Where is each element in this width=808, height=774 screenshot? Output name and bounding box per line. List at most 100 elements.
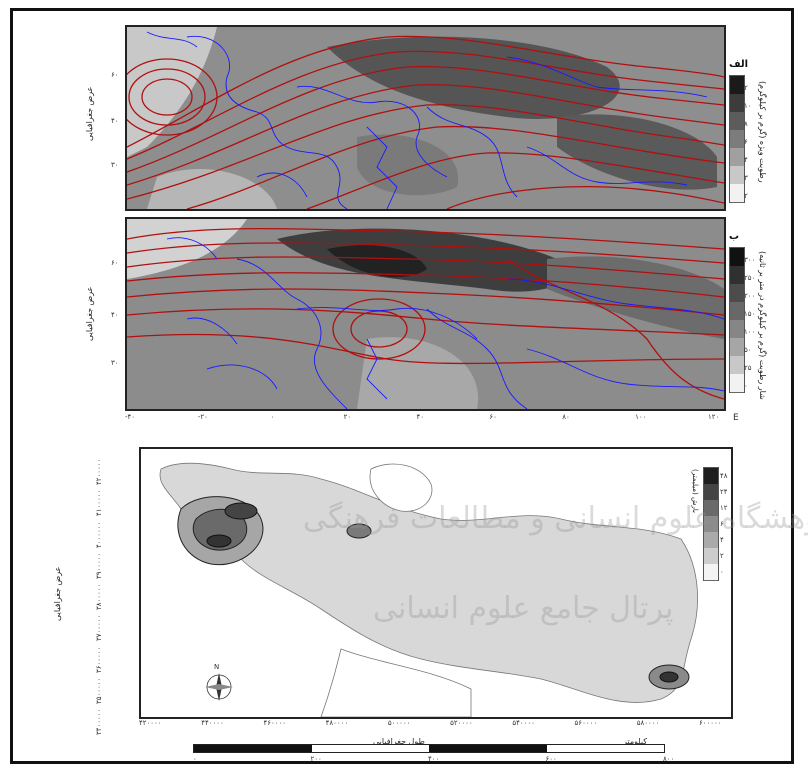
panel-b-tag: ب <box>729 231 740 242</box>
panel-c-x-axis-title: طول جغرافیایی <box>373 737 425 746</box>
panel-a-legend-label: ۸ <box>744 120 748 128</box>
nw-precip-contour-2 <box>192 508 248 551</box>
panel-c-y-tick-label: ۳۶۰۰۰۰۰ <box>95 646 103 673</box>
panel-c-legend-label: ۰ <box>720 568 724 576</box>
panel-a-legend-label: ۶ <box>744 138 748 146</box>
map-panel-c <box>139 447 733 719</box>
panel-b-x-suffix: E <box>733 413 739 423</box>
shade-dark-north <box>327 36 620 119</box>
scale-bar-label: ۶۰۰ <box>545 755 557 763</box>
shade-light-west <box>127 27 217 157</box>
panel-c-y-tick-label: ۴۲۰۰۰۰۰ <box>95 458 103 485</box>
panel-c-y-tick-label: ۳۷۰۰۰۰۰ <box>95 614 103 642</box>
north-precip-cell <box>346 523 372 539</box>
geopotential-contours-b <box>127 227 724 400</box>
country-borders-a <box>146 31 708 209</box>
panel-a-tag: الف <box>729 59 749 70</box>
panel-b-legend-label: ۰ <box>744 382 748 390</box>
panel-c-x-tick-label: ۴۲۰۰۰۰ <box>139 719 162 727</box>
map-b-canvas <box>127 219 724 409</box>
scale-bar-label: ۰ <box>193 755 197 763</box>
map-panel-a <box>125 25 726 211</box>
panel-b-legend-label: ۱۵۰ <box>744 310 756 318</box>
panel-b-x-tick-label: -۴۰ <box>125 413 136 421</box>
persian-gulf <box>320 648 472 717</box>
shade-dark-east <box>557 114 717 190</box>
panel-b-legend-label: ۲۵ <box>744 364 752 372</box>
panel-c-x-tick-label: ۵۸۰۰۰۰ <box>636 719 660 727</box>
panel-b-legend-label: ۱۰۰ <box>744 328 756 336</box>
panel-a-legend-label: ۳ <box>744 174 748 182</box>
country-borders-b <box>166 237 724 409</box>
panel-c-legend-label: ۴۸ <box>720 472 728 480</box>
panel-a-y-tick-1: ۶۰ <box>111 71 119 79</box>
nw-precip-core-2 <box>206 534 232 548</box>
panel-c-legend-label: ۱۲ <box>720 504 728 512</box>
compass-label: N <box>214 663 220 671</box>
panel-a-legend-title: رطوبت ویژه (گرم بر کیلوگرم) <box>758 81 767 183</box>
se-precip-core <box>659 671 679 683</box>
panel-c-x-tick-label: ۵۶۰۰۰۰ <box>574 719 598 727</box>
shade-mid-east <box>547 256 724 339</box>
figure-frame: الف عرض جغرافیایی ۶۰ ۴۰ ۳۰ رطوبت ویژه (گ… <box>10 8 808 764</box>
panel-a-legend-label: ۱۰ <box>744 102 752 110</box>
nw-precip-core <box>224 502 258 520</box>
panel-b-legend-label: ۳۰۰ <box>744 256 756 264</box>
panel-b-x-tick-label: ۰ <box>270 413 275 421</box>
north-arrow-rose <box>205 673 233 701</box>
map-a-canvas <box>127 27 724 209</box>
panel-c-y-axis-title: عرض جغرافیایی <box>53 566 62 621</box>
panel-c-y-tick-label: ۴۰۰۰۰۰۰ <box>95 521 103 548</box>
panel-c-x-tick-label: ۴۸۰۰۰۰ <box>325 719 349 727</box>
panel-b-x-tick-label: ۸۰ <box>562 413 570 421</box>
panel-c-y-tick-label: ۳۹۰۰۰۰۰ <box>95 552 103 579</box>
panel-a-legend-label: ۴ <box>744 156 748 164</box>
scale-unit: کیلومتر <box>623 737 648 746</box>
iran-landmass <box>159 462 698 703</box>
panel-c-y-tick-label: ۳۴۰۰۰۰۰ <box>95 708 103 735</box>
panel-c-y-tick-label: ۴۱۰۰۰۰۰ <box>95 489 103 517</box>
panel-b-legend-label: ۵۰ <box>744 346 752 354</box>
panel-b-x-tick-label: ۱۲۰ <box>708 413 720 421</box>
panel-c-x-tick-label: ۴۶۰۰۰۰ <box>263 719 286 727</box>
panel-c-y-tick-label: ۳۵۰۰۰۰۰ <box>95 677 103 704</box>
panel-c-legend <box>703 467 719 581</box>
panel-a-legend <box>729 75 745 203</box>
panel-b-legend-label: ۲۵۰ <box>744 274 756 282</box>
panel-b-x-tick-label: ۶۰ <box>489 413 497 421</box>
panel-c-x-tick-label: ۵۲۰۰۰۰ <box>450 719 473 727</box>
panel-b-x-tick-label: ۴۰ <box>416 413 425 421</box>
panel-a-legend-label: ۲ <box>744 84 748 92</box>
panel-a-y-tick-2: ۴۰ <box>111 117 119 125</box>
panel-c-x-tick-label: ۴۴۰۰۰۰ <box>201 719 224 727</box>
panel-b-legend-title: شار رطوبت (گرم بر کیلوگرم در متر بر ثانی… <box>758 251 767 400</box>
panel-b-y-tick-1: ۶۰ <box>111 259 119 267</box>
panel-b-legend <box>729 247 745 393</box>
caspian-sea <box>369 463 433 512</box>
panel-b-x-tick-label: -۲۰ <box>197 413 208 421</box>
panel-b-y-tick-2: ۴۰ <box>111 311 119 319</box>
scale-bar-label: ۴۰۰ <box>428 755 440 763</box>
panel-c-legend-label: ۲ <box>720 552 724 560</box>
scale-bar <box>193 744 665 753</box>
geopotential-contours-a <box>127 35 724 209</box>
shade-light-south <box>357 337 479 409</box>
map-panel-b <box>125 217 726 411</box>
panel-b-x-tick-label: ۲۰ <box>343 413 352 421</box>
panel-b-legend-label: ۲۰۰ <box>744 292 756 300</box>
panel-a-y-tick-3: ۳۰ <box>111 161 119 169</box>
panel-c-x-tick-label: ۵۴۰۰۰۰ <box>512 719 535 727</box>
scale-bar-label: ۸۰۰ <box>663 755 675 763</box>
shade-light-sw <box>147 168 277 209</box>
panel-c-legend-label: ۴ <box>720 536 724 544</box>
panel-b-y-axis-title: عرض جغرافیایی <box>85 286 94 341</box>
panel-a-legend-label: ۲ <box>744 192 748 200</box>
map-c-canvas <box>141 449 731 717</box>
panel-c-x-tick-label: ۶۰۰۰۰۰ <box>699 719 722 727</box>
panel-c-x-tick-label: ۵۰۰۰۰۰ <box>387 719 411 727</box>
shade-dark-core <box>327 245 427 278</box>
panel-c-legend-label: ۶ <box>720 520 724 528</box>
panel-c-legend-title: بارش (میلیمتر) <box>691 469 699 514</box>
panel-c-y-tick-label: ۳۸۰۰۰۰۰ <box>95 583 103 610</box>
panel-b-x-tick-label: ۱۰۰ <box>635 413 647 421</box>
